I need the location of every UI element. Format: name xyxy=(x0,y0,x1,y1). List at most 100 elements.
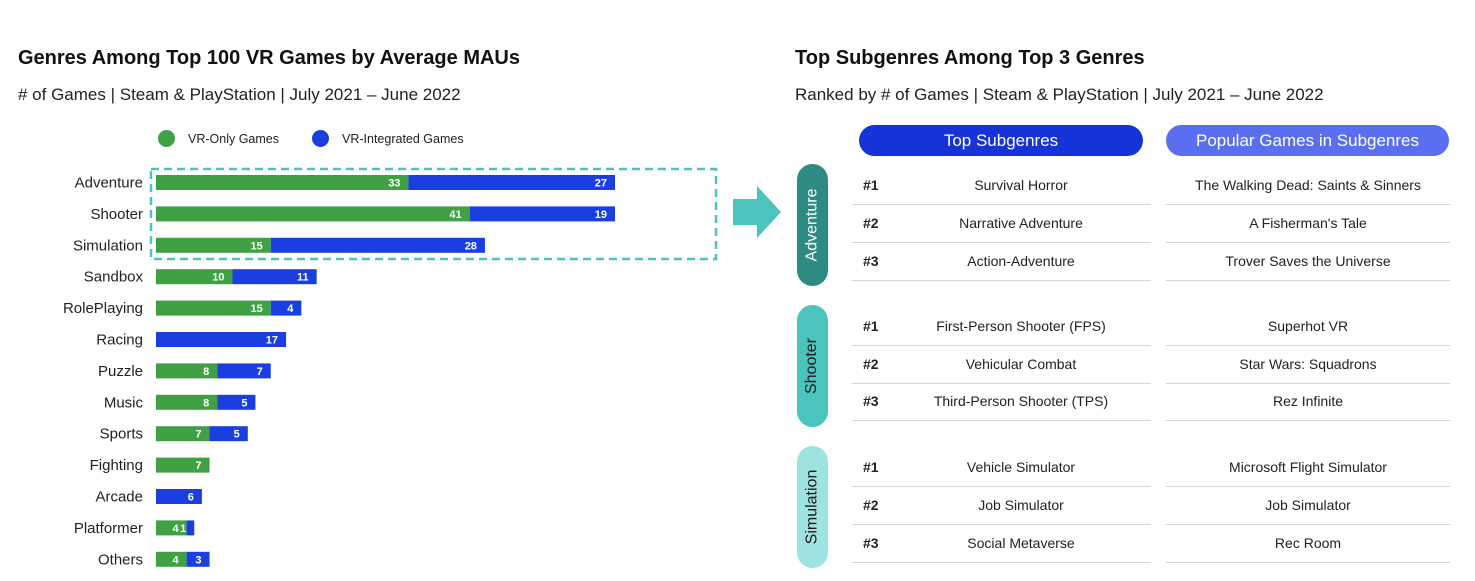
legend-swatch-vr-only xyxy=(158,130,175,147)
bar-sports-vr-only xyxy=(156,426,210,442)
legend-swatch-vr-integrated xyxy=(312,130,329,147)
right-arrow-icon xyxy=(733,186,781,238)
bar-simulation-vr-integrated xyxy=(270,237,485,253)
subgenre-name: Action-Adventure xyxy=(967,252,1075,269)
category-label-fighting: Fighting xyxy=(90,457,143,474)
row-divider xyxy=(852,561,1151,563)
header-top-subgenres: Top Subgenres xyxy=(859,125,1143,156)
row-divider xyxy=(852,345,1151,346)
value-label-arcade-vr-integrated: 6 xyxy=(188,492,194,504)
popular-game-name: Star Wars: Squadrons xyxy=(1239,355,1377,372)
value-label-adventure-vr-integrated: 27 xyxy=(595,178,607,190)
bar-platformer-vr-integrated xyxy=(186,520,195,536)
row-divider xyxy=(852,486,1151,487)
row-divider xyxy=(852,382,1151,384)
bar-arcade-vr-integrated xyxy=(156,489,202,504)
bar-simulation-vr-only xyxy=(156,237,271,253)
genre-pill-label: Adventure xyxy=(803,188,821,262)
bar-racing-vr-integrated xyxy=(156,332,287,347)
subgenre-name: Vehicular Combat xyxy=(965,355,1077,372)
value-label-music-vr-only: 8 xyxy=(203,397,209,409)
subgenre-name: Vehicle Simulator xyxy=(966,459,1076,475)
bar-shooter-vr-integrated xyxy=(469,206,615,222)
row-divider xyxy=(852,279,1151,281)
rank-label: #3 xyxy=(863,393,879,410)
row-divider xyxy=(1166,523,1450,525)
rank-label: #1 xyxy=(863,177,879,193)
row-divider xyxy=(1166,241,1450,243)
popular-game-name: Microsoft Flight Simulator xyxy=(1229,459,1387,475)
row-divider xyxy=(1166,279,1450,281)
rank-label: #1 xyxy=(863,459,879,475)
subgenres-title: Top Subgenres Among Top 3 Genres xyxy=(795,47,1145,69)
bar-roleplaying-vr-integrated xyxy=(270,300,302,316)
value-label-others-vr-only: 4 xyxy=(172,554,179,566)
value-label-simulation-vr-only: 15 xyxy=(251,240,263,252)
category-label-sports: Sports xyxy=(100,426,143,443)
category-label-adventure: Adventure xyxy=(75,175,143,192)
category-label-music: Music xyxy=(104,394,144,411)
category-label-puzzle: Puzzle xyxy=(98,363,143,380)
bar-puzzle-vr-only xyxy=(156,363,218,379)
value-label-roleplaying-vr-integrated: 4 xyxy=(287,303,294,315)
value-label-fighting-vr-only: 7 xyxy=(195,460,201,472)
value-label-sports-vr-integrated: 5 xyxy=(234,429,240,441)
category-label-simulation: Simulation xyxy=(73,237,143,254)
value-label-puzzle-vr-only: 8 xyxy=(203,366,209,378)
category-label-shooter: Shooter xyxy=(90,206,143,223)
row-divider xyxy=(852,420,1151,422)
row-divider xyxy=(852,241,1151,243)
chart-legend: VR-Only Games VR-Integrated Games xyxy=(158,130,464,147)
row-divider xyxy=(1166,486,1450,487)
value-label-roleplaying-vr-only: 15 xyxy=(251,303,263,315)
category-label-sandbox: Sandbox xyxy=(84,269,144,286)
popular-game-name: Rez Infinite xyxy=(1272,393,1344,410)
popular-game-name: Superhot VR xyxy=(1267,318,1349,334)
row-divider xyxy=(1166,561,1450,563)
row-divider xyxy=(852,523,1151,525)
row-divider xyxy=(1166,382,1450,384)
value-label-puzzle-vr-integrated: 7 xyxy=(257,366,263,378)
subgenre-name: Survival Horror xyxy=(974,177,1068,193)
bar-sandbox-vr-only xyxy=(156,269,233,285)
value-label-sandbox-vr-integrated: 11 xyxy=(297,272,309,284)
bar-roleplaying-vr-only xyxy=(156,300,271,316)
chart-subtitle: # of Games | Steam & PlayStation | July … xyxy=(18,85,461,104)
bar-sports-vr-integrated xyxy=(209,426,248,442)
bar-others-vr-only xyxy=(156,551,187,567)
popular-game-name: Trover Saves the Universe xyxy=(1225,252,1391,269)
chart-title: Genres Among Top 100 VR Games by Average… xyxy=(18,47,521,69)
genre-pill-label: Simulation xyxy=(803,469,821,545)
category-label-others: Others xyxy=(98,551,143,568)
value-label-shooter-vr-integrated: 19 xyxy=(595,209,607,221)
popular-game-name: Job Simulator xyxy=(1265,496,1351,513)
subgenre-name: First-Person Shooter (FPS) xyxy=(936,318,1106,334)
bar-puzzle-vr-integrated xyxy=(217,363,271,379)
bar-adventure-vr-only xyxy=(156,175,409,190)
value-label-adventure-vr-only: 33 xyxy=(388,178,400,190)
row-divider xyxy=(852,204,1151,205)
category-label-arcade: Arcade xyxy=(95,489,143,506)
subgenres-subtitle: Ranked by # of Games | Steam & PlayStati… xyxy=(795,85,1324,104)
bar-platformer-vr-only xyxy=(156,520,187,536)
subgenre-name: Narrative Adventure xyxy=(959,214,1083,231)
rank-label: #2 xyxy=(863,214,879,231)
rank-label: #2 xyxy=(863,496,879,513)
rank-label: #1 xyxy=(863,318,879,334)
category-label-racing: Racing xyxy=(96,332,143,349)
category-label-platformer: Platformer xyxy=(74,520,143,537)
popular-game-name: A Fisherman's Tale xyxy=(1249,214,1367,231)
subgenre-name: Job Simulator xyxy=(978,496,1064,513)
row-divider xyxy=(1166,420,1450,422)
bar-music-vr-only xyxy=(156,394,218,410)
bar-others-vr-integrated xyxy=(186,551,210,567)
rank-label: #2 xyxy=(863,355,879,372)
subgenre-name: Social Metaverse xyxy=(967,534,1075,551)
legend-label-vr-integrated: VR-Integrated Games xyxy=(342,131,464,146)
genre-pill-shooter: Shooter xyxy=(797,305,828,427)
value-label-platformer-vr-integrated: 1 xyxy=(180,523,186,535)
legend-label-vr-only: VR-Only Games xyxy=(188,131,279,146)
value-label-simulation-vr-integrated: 28 xyxy=(465,240,477,252)
category-label-roleplaying: RolePlaying xyxy=(63,300,143,317)
row-divider xyxy=(1166,204,1450,205)
